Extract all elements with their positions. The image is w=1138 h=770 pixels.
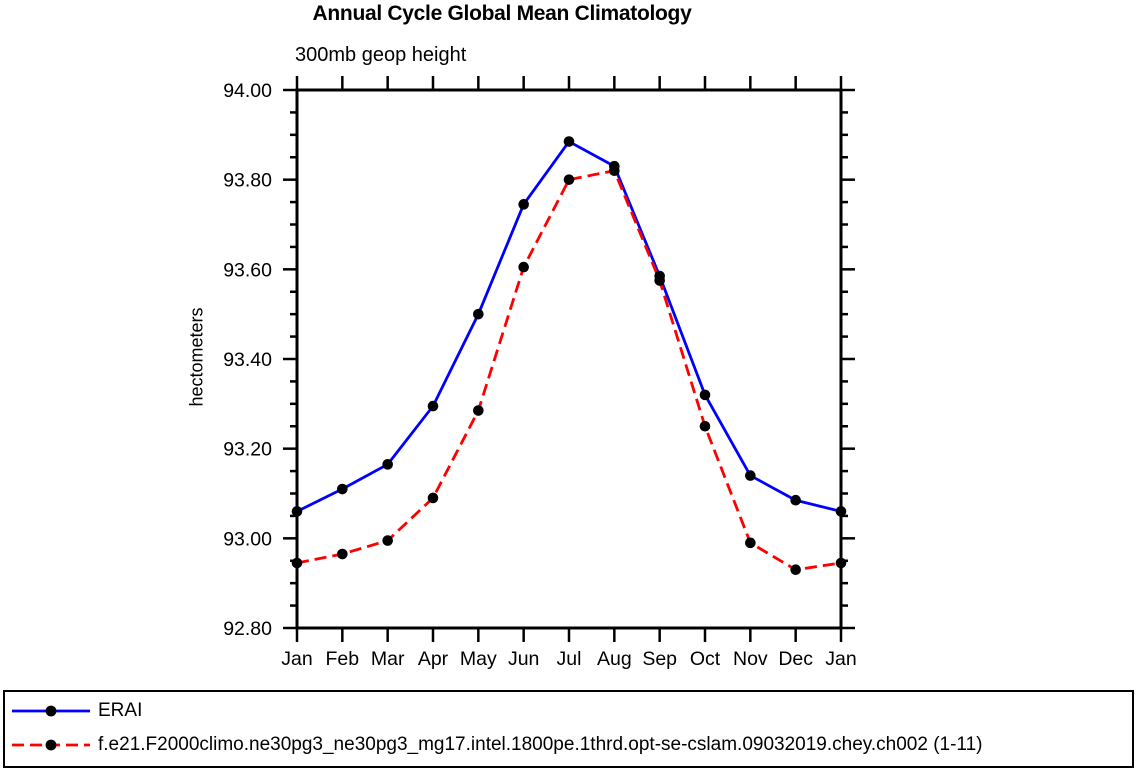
model-line-swatch [12, 739, 90, 751]
x-tick-label: Jan [825, 648, 856, 670]
data-point-marker [745, 470, 756, 481]
data-point-marker [473, 308, 484, 320]
y-tick-label: 93.60 [223, 259, 272, 281]
x-tick-label: Sep [642, 648, 677, 670]
erai-swatch-marker-icon [45, 705, 57, 717]
data-point-marker [699, 420, 711, 432]
y-tick-label: 94.00 [223, 80, 272, 102]
data-point-marker [291, 557, 303, 569]
data-point-marker [790, 564, 801, 576]
chart-subtitle: 300mb geop height [295, 44, 467, 66]
data-point-marker [291, 506, 303, 517]
x-tick-label: Feb [326, 648, 360, 670]
legend-label-erai: ERAI [98, 700, 143, 721]
data-point-marker [790, 494, 801, 506]
data-point-marker [699, 389, 711, 401]
y-tick-label: 93.20 [223, 439, 272, 461]
x-tick-label: Mar [371, 648, 405, 670]
data-point-marker [654, 275, 665, 286]
data-point-marker [835, 506, 847, 517]
plot-area: 94.00 93.80 93.60 93.40 93.20 93.00 92.80 Jan Fe… [223, 76, 857, 670]
x-tick-label: Jul [557, 648, 582, 670]
erai-line-swatch [12, 705, 90, 717]
x-tick-label: Dec [778, 648, 813, 670]
legend-box: ERAI f.e21.F2000climo.ne30pg3_ne30pg3_mg… [3, 690, 1134, 768]
data-point-marker [382, 535, 393, 546]
data-point-marker [835, 557, 847, 569]
legend-label-model: f.e21.F2000climo.ne30pg3_ne30pg3_mg17.in… [98, 734, 983, 755]
x-tick-label: Oct [690, 648, 721, 670]
data-point-marker [382, 459, 393, 470]
data-point-marker [427, 492, 439, 504]
chart-title: Annual Cycle Global Mean Climatology [312, 2, 692, 25]
y-tick-label: 93.80 [223, 170, 272, 192]
data-point-marker [518, 199, 529, 210]
y-tick-label: 93.40 [223, 349, 272, 371]
data-point-marker [337, 548, 348, 560]
series-line-erai [296, 140, 842, 513]
data-point-marker [563, 174, 575, 185]
data-point-marker [745, 537, 756, 549]
y-tick-label: 93.00 [223, 528, 272, 550]
legend-item-erai: ERAI [10, 697, 142, 725]
x-tick-label: Jan [281, 648, 312, 670]
data-point-marker [337, 483, 348, 495]
data-point-marker [473, 405, 484, 416]
data-point-marker [518, 261, 529, 273]
x-tick-label: Jun [508, 648, 539, 670]
model-swatch-marker-icon [45, 739, 57, 751]
data-point-marker [427, 400, 439, 412]
series-line-model [296, 169, 842, 572]
x-tick-label: Apr [418, 648, 449, 670]
x-tick-label: Aug [597, 648, 632, 670]
data-point-marker [563, 136, 575, 147]
x-tick-label: May [460, 648, 497, 670]
data-point-marker [609, 165, 620, 176]
y-tick-label: 92.80 [223, 618, 272, 640]
x-tick-label: Nov [733, 648, 768, 670]
legend-item-model: f.e21.F2000climo.ne30pg3_ne30pg3_mg17.in… [10, 731, 982, 759]
plot-box [295, 88, 843, 630]
